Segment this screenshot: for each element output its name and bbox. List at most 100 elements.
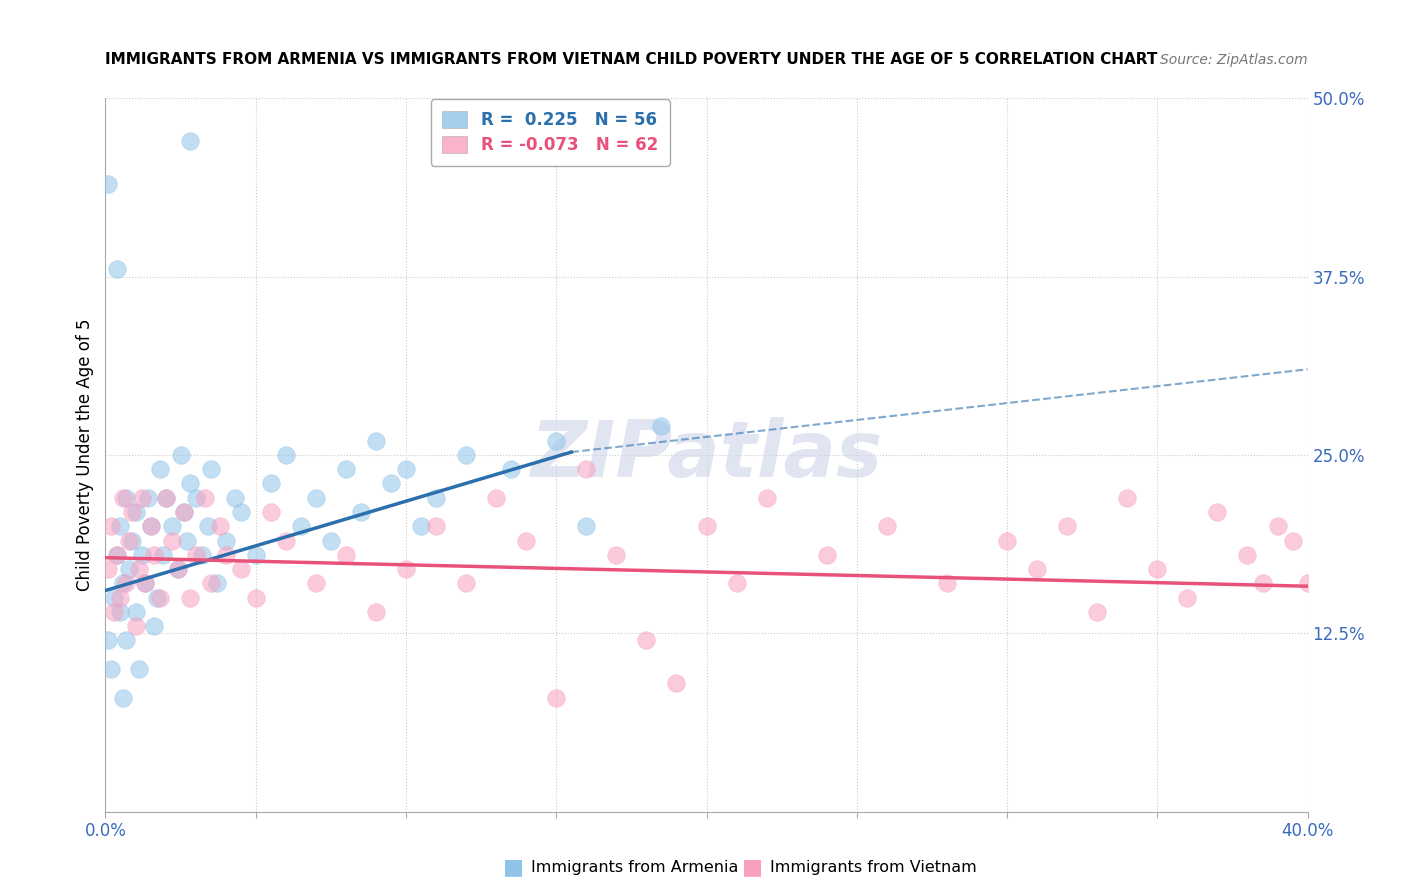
Text: Immigrants from Vietnam: Immigrants from Vietnam [770,860,977,874]
Point [112,576,135,591]
Point [152,548,174,562]
Point [115,633,138,648]
Point [134,576,156,591]
Point [197,519,219,533]
Point [485,491,508,505]
Point [142,548,165,562]
Point [112,491,135,505]
Point [155,491,177,505]
Point [395,562,418,576]
Y-axis label: Child Poverty Under the Age of 5: Child Poverty Under the Age of 5 [76,318,94,591]
Point [148,591,170,605]
Text: IMMIGRANTS FROM ARMENIA VS IMMIGRANTS FROM VIETNAM CHILD POVERTY UNDER THE AGE O: IMMIGRANTS FROM ARMENIA VS IMMIGRANTS FR… [105,52,1157,67]
Point [229,562,252,576]
Point [1056,519,1078,533]
Point [169,448,191,462]
Point [97,562,120,576]
Legend: R =  0.225   N = 56, R = -0.073   N = 62: R = 0.225 N = 56, R = -0.073 N = 62 [430,99,669,166]
Point [605,548,627,562]
Point [224,491,246,505]
Point [145,591,167,605]
Point [97,633,120,648]
Point [100,519,122,533]
Text: ZIPatlas: ZIPatlas [530,417,883,493]
Point [1296,576,1319,591]
Point [103,605,125,619]
Point [97,177,120,191]
Point [755,491,778,505]
Point [131,548,153,562]
Point [214,533,236,548]
Point [205,576,228,591]
Point [155,491,177,505]
Point [650,419,672,434]
Point [194,491,217,505]
Point [1026,562,1049,576]
Point [110,591,132,605]
Point [121,533,143,548]
Point [1206,505,1229,519]
Point [184,548,207,562]
Point [260,476,283,491]
Point [575,462,598,476]
Point [515,533,537,548]
Point [200,462,222,476]
Point [190,548,212,562]
Point [815,548,838,562]
Point [245,548,267,562]
Point [200,576,222,591]
Point [501,462,523,476]
Text: Source: ZipAtlas.com: Source: ZipAtlas.com [1160,53,1308,67]
Point [995,533,1018,548]
Point [134,576,156,591]
Point [100,662,122,676]
Point [725,576,748,591]
Point [214,548,236,562]
Point [115,491,138,505]
Point [160,533,183,548]
Point [173,505,195,519]
Point [176,533,198,548]
Point [696,519,718,533]
Point [124,505,146,519]
Point [166,562,188,576]
Point [380,476,402,491]
Point [305,576,328,591]
Text: ■: ■ [503,857,523,877]
Point [118,562,141,576]
Point [110,519,132,533]
Point [350,505,373,519]
Point [1085,605,1108,619]
Point [107,548,129,562]
Point [229,505,252,519]
Point [184,491,207,505]
Point [148,462,170,476]
Point [115,576,138,591]
Point [136,491,159,505]
Point [395,462,418,476]
Point [103,591,125,605]
Point [454,576,477,591]
Point [112,690,135,705]
Point [121,505,143,519]
Point [160,519,183,533]
Point [335,462,357,476]
Text: ■: ■ [742,857,762,877]
Point [128,662,150,676]
Point [139,519,162,533]
Point [142,619,165,633]
Point [107,262,129,277]
Point [409,519,432,533]
Point [1236,548,1258,562]
Point [124,605,146,619]
Text: Immigrants from Armenia: Immigrants from Armenia [531,860,738,874]
Point [1146,562,1168,576]
Point [1281,533,1303,548]
Point [364,434,387,448]
Point [245,591,267,605]
Point [546,434,568,448]
Point [139,519,162,533]
Point [274,533,297,548]
Point [665,676,688,690]
Point [179,134,201,148]
